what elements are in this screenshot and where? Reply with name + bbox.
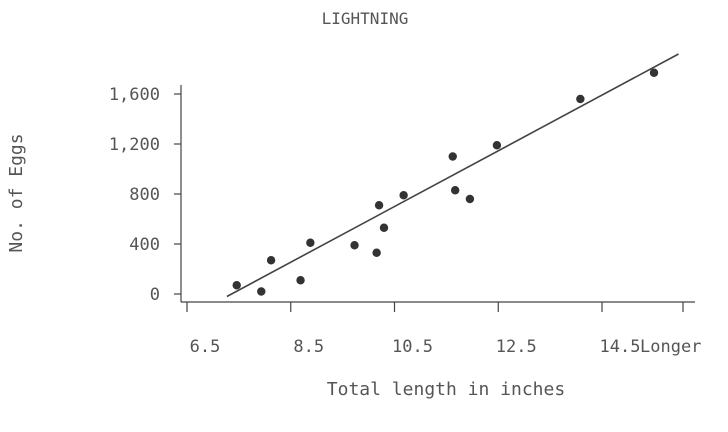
data-point [257,287,266,296]
data-point [306,238,315,247]
data-point [492,141,502,150]
data-point [448,152,457,161]
y-axis-label: No. of Eggs [6,133,27,252]
data-point [350,241,359,250]
x-tick-label: 6.5 [190,337,221,357]
data-point [399,191,408,200]
y-tick-label: 400 [129,235,160,255]
data-point [374,201,384,210]
trend-line [226,53,679,298]
data-point [465,194,475,204]
data-point [576,94,585,104]
data-point [296,276,305,285]
data-point [266,256,276,265]
data-point [649,68,659,77]
chart-title: LIGHTNING [322,9,409,28]
x-axis-label: Total length in inches [327,379,565,400]
y-tick-label: 0 [150,285,160,305]
data-point [450,186,460,195]
y-tick-label: 1,200 [109,135,160,155]
y-tick-label: 1,600 [109,85,160,105]
x-ticks: 6.5 8.5 10.5 12.5 14.5 [186,302,684,357]
x-tick-label-longer: Longer [640,337,701,357]
x-tick-label: 14.5 [600,337,641,357]
x-tick-label: 8.5 [293,337,324,357]
data-point [232,281,241,290]
x-tick-label: 12.5 [496,337,537,357]
data-point [379,223,389,232]
x-tick-label: 10.5 [392,337,433,357]
data-points [232,68,659,296]
y-ticks: 0 400 800 1,200 1,600 [109,85,181,305]
data-point [372,248,381,257]
y-tick-label: 800 [129,185,160,205]
